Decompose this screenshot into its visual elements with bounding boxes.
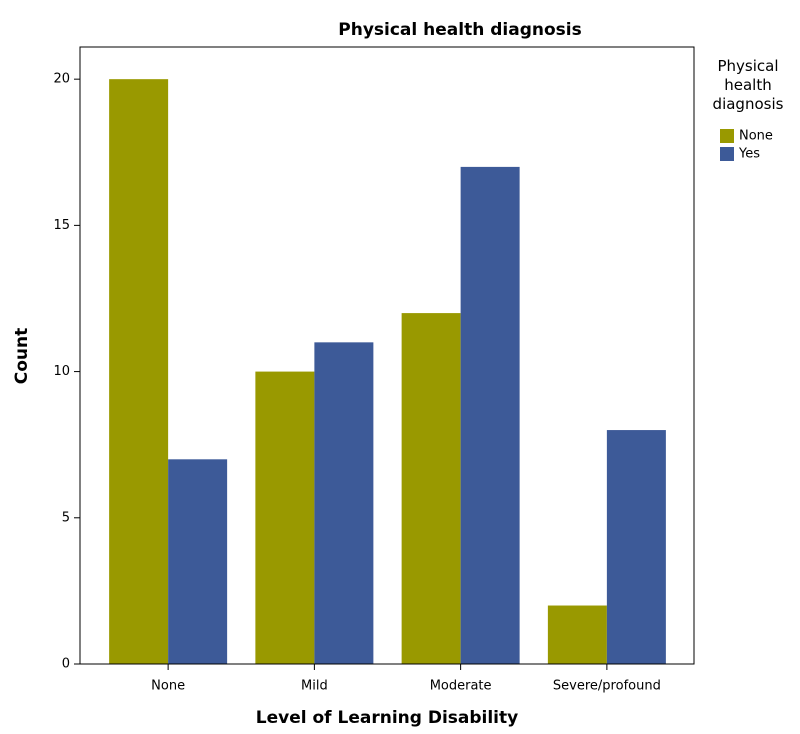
- bar: [460, 166, 520, 664]
- x-tick-label: None: [151, 679, 185, 694]
- bar: [168, 459, 228, 664]
- bar: [314, 342, 374, 664]
- bar: [606, 430, 666, 664]
- legend-label: None: [739, 129, 773, 144]
- x-axis-label: Level of Learning Disability: [256, 708, 518, 728]
- legend-title: Physical health diagnosis: [712, 57, 784, 113]
- legend-swatch: [720, 129, 734, 143]
- y-tick-label: 0: [62, 657, 70, 672]
- chart-title: Physical health diagnosis: [338, 20, 581, 40]
- y-axis-label: Count: [12, 328, 32, 385]
- y-tick-label: 15: [53, 218, 70, 233]
- y-tick-label: 10: [53, 364, 70, 379]
- bar: [255, 371, 315, 664]
- legend-swatch: [720, 147, 734, 161]
- bar: [109, 79, 169, 664]
- y-tick-label: 20: [53, 72, 70, 87]
- x-tick-label: Severe/profound: [553, 679, 661, 694]
- y-tick-label: 5: [62, 510, 70, 525]
- bar: [401, 313, 461, 664]
- legend-label: Yes: [738, 147, 760, 162]
- plot-frame: [79, 46, 695, 665]
- x-tick-label: Mild: [301, 679, 328, 694]
- x-tick-label: Moderate: [430, 679, 492, 694]
- bar: [547, 605, 607, 664]
